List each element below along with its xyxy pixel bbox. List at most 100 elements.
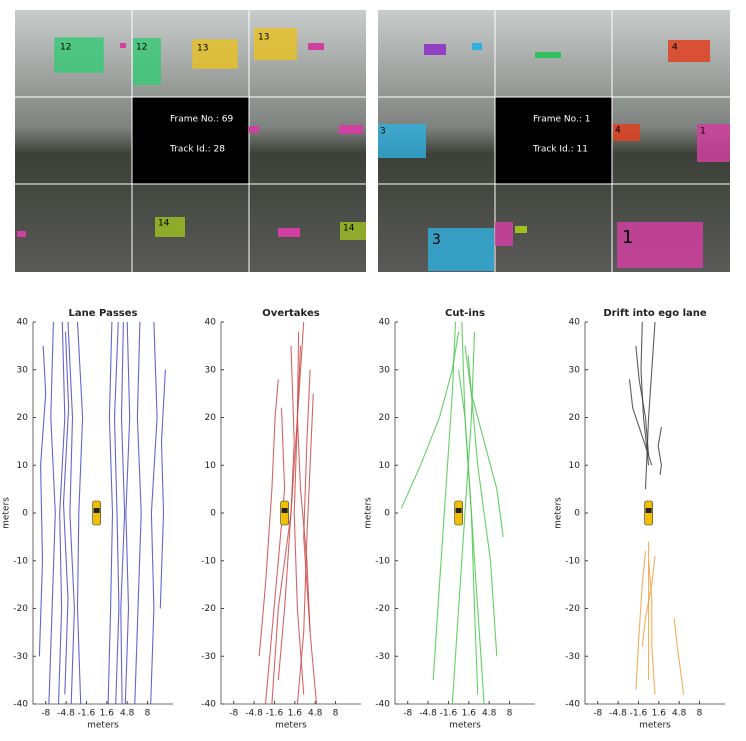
y-tick-label: 10 <box>205 461 217 471</box>
x-tick-label: 4.8 <box>672 709 687 719</box>
y-tick-label: -40 <box>375 700 390 710</box>
plot: Cut-ins -40 -30 -20 -10 0 10 20 30 40 -8 -4.8 -1.6 1.… <box>364 308 535 731</box>
x-tick-label: -4.8 <box>245 709 263 719</box>
trajectory <box>641 555 656 647</box>
y-axis-label: meters <box>554 497 564 529</box>
x-tick-label: -4.8 <box>609 709 627 719</box>
x-tick-label: 8 <box>697 709 703 719</box>
box <box>308 43 324 50</box>
plot-title: Drift into ego lane <box>603 308 707 319</box>
x-tick-label: -4.8 <box>57 709 75 719</box>
y-tick-label: -10 <box>201 556 216 566</box>
y-tick-label: 40 <box>569 318 581 328</box>
box <box>155 217 185 237</box>
box <box>617 222 703 268</box>
x-tick-label: 8 <box>333 709 339 719</box>
y-tick-label: -40 <box>13 700 28 710</box>
box-label: 1 <box>622 227 633 248</box>
trajectory <box>76 321 84 705</box>
x-tick-label: 1.6 <box>100 709 115 719</box>
box <box>249 126 259 133</box>
trajectory <box>113 321 120 705</box>
x-tick-label: 4.8 <box>120 709 135 719</box>
trajectory <box>657 427 662 475</box>
box <box>340 222 366 240</box>
y-tick-label: 10 <box>569 461 581 471</box>
y-tick-label: -20 <box>565 604 580 614</box>
y-tick-label: -20 <box>375 604 390 614</box>
trajectory <box>48 321 56 705</box>
box <box>697 124 730 162</box>
cell-dividers <box>15 10 366 272</box>
y-tick-label: 0 <box>22 509 28 519</box>
y-tick-label: -30 <box>565 652 580 662</box>
y-tick-label: 0 <box>574 509 580 519</box>
box <box>339 125 363 134</box>
x-tick-label: -1.6 <box>266 709 284 719</box>
y-tick-label: 30 <box>569 365 581 375</box>
camera-panel-left: 12 12 13 13 Frame No.: 69 Track Id.: 28 … <box>15 10 366 272</box>
x-tick-label: 8 <box>145 709 151 719</box>
y-tick-label: -40 <box>565 700 580 710</box>
y-tick-label: 20 <box>205 413 217 423</box>
y-tick-label: -30 <box>375 652 390 662</box>
y-tick-label: -40 <box>201 700 216 710</box>
plot: Drift into ego lane -40 -30 -20 -10 0 10 20 30 40… <box>554 308 725 731</box>
trajectory <box>303 369 318 705</box>
trajectory <box>673 617 685 695</box>
box-label: 13 <box>197 44 208 54</box>
box-label: 14 <box>343 224 355 234</box>
axes <box>584 322 725 705</box>
trajectory <box>296 393 314 705</box>
info-cell <box>132 97 249 184</box>
y-tick-label: 10 <box>379 461 391 471</box>
box-label: 12 <box>136 43 147 53</box>
x-tick-label: 1.6 <box>652 709 667 719</box>
trajectory <box>258 379 279 657</box>
y-tick-label: 30 <box>17 365 29 375</box>
trajectory <box>38 345 47 657</box>
x-axis-label: meters <box>87 721 119 731</box>
y-tick-label: 10 <box>17 461 29 471</box>
trajectory <box>277 345 295 681</box>
trajectory <box>451 331 476 705</box>
box-label: 13 <box>258 33 269 43</box>
x-tick-label: -8 <box>593 709 602 719</box>
axes <box>32 322 173 705</box>
box <box>254 28 297 60</box>
y-tick-label: 40 <box>205 318 217 328</box>
ego-car-window <box>455 508 462 513</box>
trajectory <box>293 321 305 695</box>
x-tick-label: -1.6 <box>440 709 458 719</box>
x-tick-label: -8 <box>229 709 238 719</box>
trajectory <box>264 407 286 705</box>
y-tick-label: -10 <box>13 556 28 566</box>
plot-title: Cut-ins <box>445 308 485 319</box>
y-tick-label: 0 <box>384 509 390 519</box>
box-label: 14 <box>158 219 170 229</box>
y-tick-label: -30 <box>13 652 28 662</box>
y-tick-label: -10 <box>375 556 390 566</box>
trajectory <box>432 321 457 681</box>
x-axis-label: meters <box>639 721 671 731</box>
cell-dividers <box>378 10 730 272</box>
box <box>472 43 482 50</box>
box <box>17 231 26 237</box>
y-tick-label: -20 <box>201 604 216 614</box>
y-tick-label: 30 <box>205 365 217 375</box>
box-label: 1 <box>700 127 706 137</box>
x-tick-label: 4.8 <box>482 709 497 719</box>
trajectory <box>296 331 311 633</box>
x-tick-label: -1.6 <box>78 709 96 719</box>
x-tick-label: -8 <box>41 709 50 719</box>
trajectory <box>648 560 656 695</box>
y-tick-label: -20 <box>13 604 28 614</box>
box <box>378 124 426 158</box>
y-tick-label: -30 <box>201 652 216 662</box>
y-tick-label: 20 <box>379 413 391 423</box>
box <box>668 40 710 62</box>
box <box>133 38 161 85</box>
plot: Overtakes -40 -30 -20 -10 0 10 20 30 40 -8 -4.8 -1.6… <box>201 308 361 731</box>
trajectory <box>458 369 479 695</box>
